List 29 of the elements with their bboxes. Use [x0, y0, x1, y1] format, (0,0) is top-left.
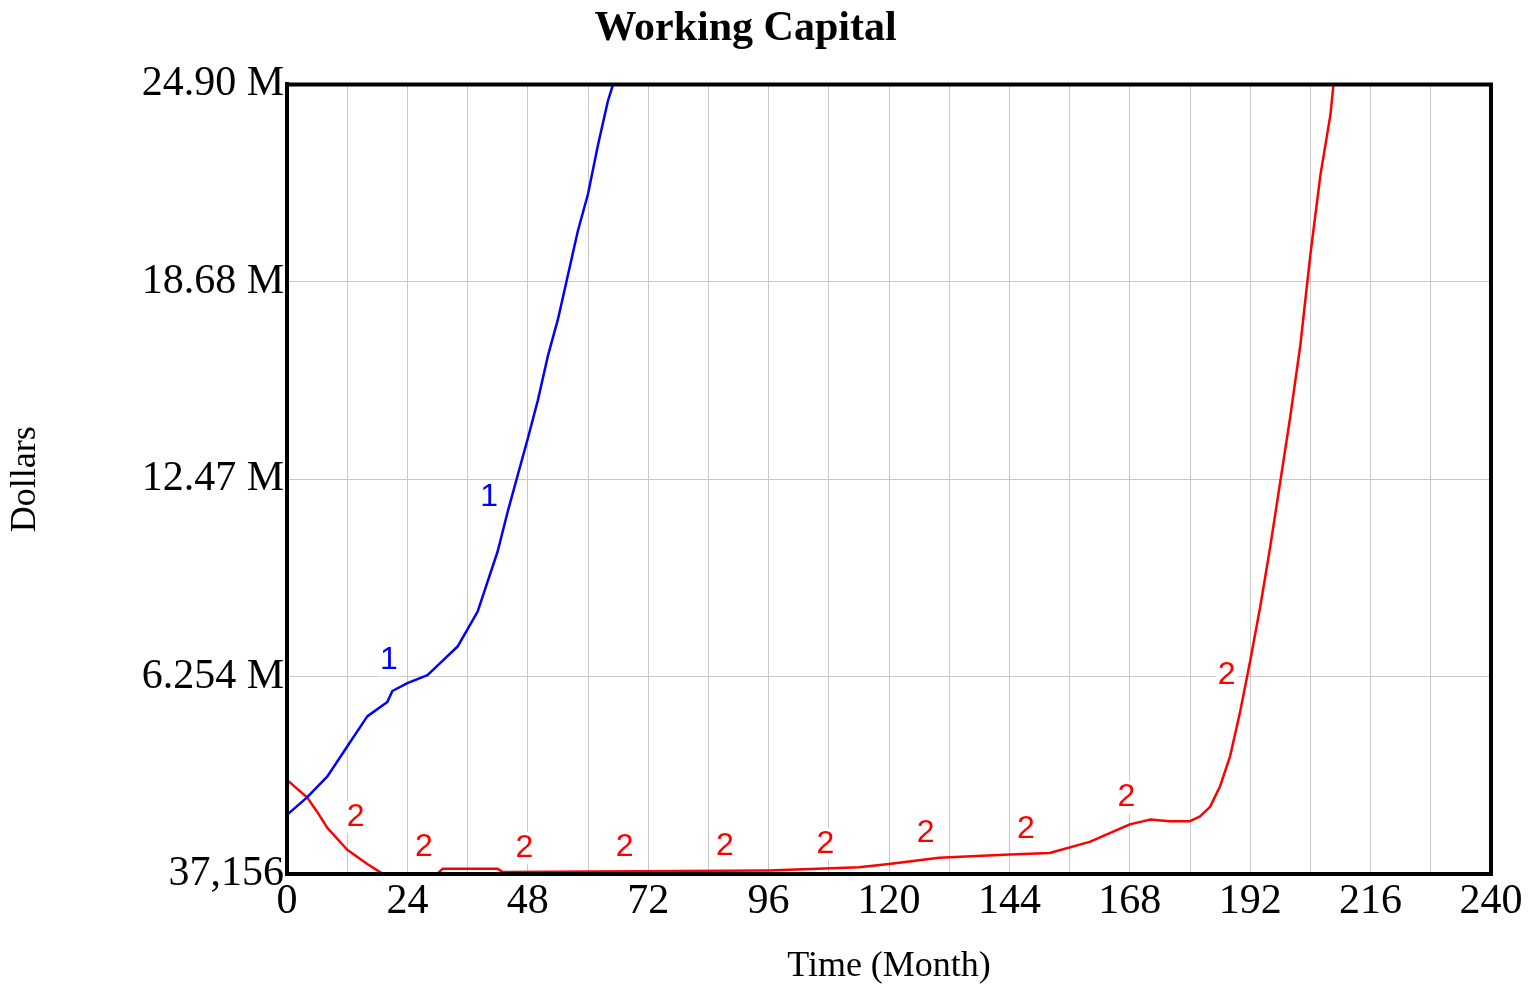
text: 2 — [1217, 654, 1236, 691]
text: 2 — [816, 823, 835, 860]
x-tick-label: 168 — [1098, 876, 1162, 923]
text: 2 — [615, 827, 634, 864]
x-axis-title: Time (Month) — [787, 943, 991, 984]
x-tick-label: 192 — [1218, 876, 1282, 923]
x-tick-label: 24 — [386, 876, 429, 923]
text: 2 — [1017, 809, 1035, 846]
series-label: 2 — [515, 827, 534, 864]
x-tick-label: 216 — [1339, 876, 1403, 923]
text: 2 — [1117, 777, 1136, 814]
x-tick-label: 48 — [506, 876, 549, 923]
chart-title: Working Capital — [594, 3, 897, 50]
text: 2 — [415, 827, 433, 864]
text: 2 — [916, 813, 935, 850]
y-tick-label: 18.68 M — [141, 255, 284, 302]
x-tick-label: 120 — [857, 876, 921, 923]
y-axis-title: Dollars — [3, 426, 44, 533]
text: 2 — [716, 826, 734, 863]
x-tick-label: 240 — [1459, 876, 1523, 923]
y-tick-label: 6.254 M — [141, 650, 284, 697]
x-tick-label: 144 — [977, 876, 1041, 923]
y-tick-label: 24.90 M — [141, 58, 284, 105]
text: 1 — [379, 640, 398, 677]
x-tick-label: 72 — [627, 876, 670, 923]
text: 2 — [346, 797, 365, 834]
x-tick-label: 96 — [747, 876, 790, 923]
y-tick-label: 12.47 M — [141, 453, 284, 500]
series-label: 1 — [480, 477, 499, 514]
